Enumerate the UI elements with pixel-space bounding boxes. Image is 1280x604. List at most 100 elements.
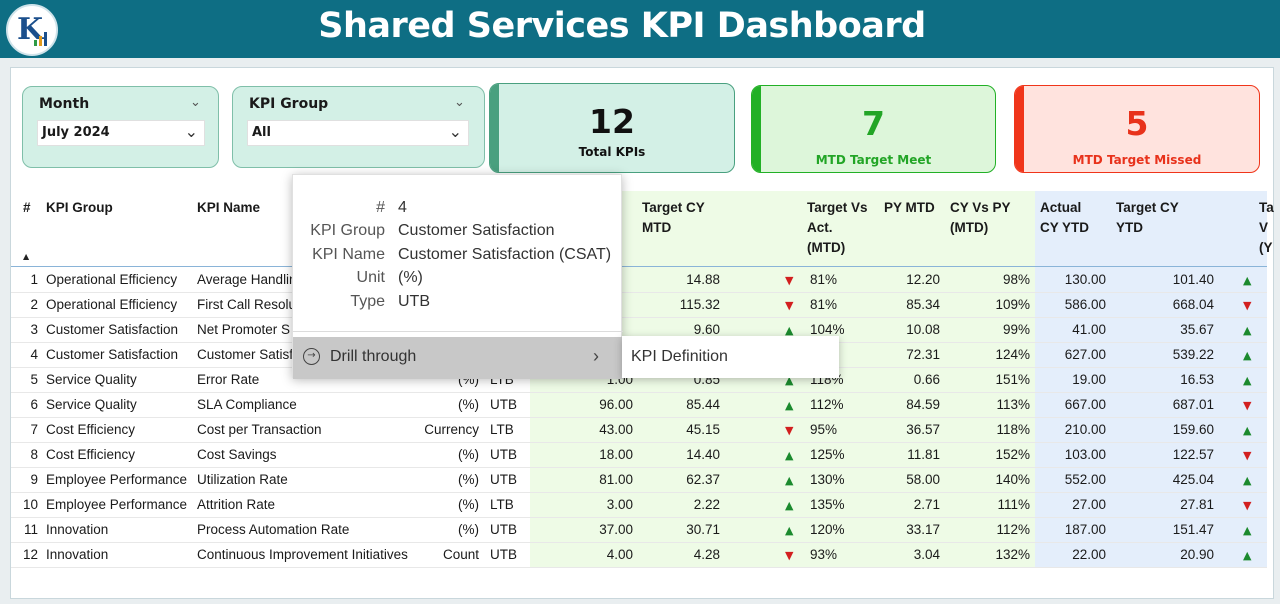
cell-target-ytd: 159.60 xyxy=(1172,422,1214,437)
table-row[interactable]: 9 Employee Performance Utilization Rate (%)… xyxy=(11,468,1267,493)
table-row[interactable]: 6 Service Quality SLA Compliance (%) UTB 96.0… xyxy=(11,393,1267,418)
cell-cy-vs-py-mtd: 124% xyxy=(995,347,1030,362)
cell-target-vs-act-mtd: 112% xyxy=(810,397,844,412)
header-line: PY MTD xyxy=(884,200,935,215)
cell-kpi-name: Cost Savings xyxy=(197,447,277,462)
cell-actual-mtd: 18.00 xyxy=(599,447,633,462)
cell-unit: (%) xyxy=(458,497,479,512)
cell-target-vs-act-mtd: 104% xyxy=(810,322,845,337)
cell-target-vs-act-mtd: 81% xyxy=(810,272,838,287)
kpi-group-dropdown[interactable]: All ⌄ xyxy=(247,120,469,146)
col-header-target-cy-mtd[interactable]: Target CY MTD xyxy=(642,198,705,238)
cell-type: UTB xyxy=(490,522,517,537)
cell-actual-ytd: 41.00 xyxy=(1072,322,1106,337)
cell-kpi-name: First Call Resolu xyxy=(197,297,297,312)
col-header-target-vs-act-ytd[interactable]: Ta V (Y xyxy=(1259,198,1274,258)
table-row[interactable]: 11 Innovation Process Automation Rate (%) UT… xyxy=(11,518,1267,543)
triangle-up-icon: ▲ xyxy=(785,524,794,537)
cell-num: 1 xyxy=(30,272,38,287)
cell-target-ytd: 20.90 xyxy=(1180,547,1214,562)
header-line: CY YTD xyxy=(1040,220,1090,235)
cell-target-mtd: 14.40 xyxy=(686,447,720,462)
mtd-target-meet-card: 7 MTD Target Meet xyxy=(751,85,996,173)
chevron-down-icon: ⌄ xyxy=(448,122,462,141)
cell-actual-ytd: 667.00 xyxy=(1064,397,1106,412)
cell-py-mtd: 0.66 xyxy=(913,372,940,387)
chevron-down-icon: ⌄ xyxy=(184,122,198,141)
header-line: Target CY xyxy=(642,200,705,215)
cell-kpi-group: Cost Efficiency xyxy=(46,422,136,437)
table-row[interactable]: 8 Cost Efficiency Cost Savings (%) UTB 18.00 1… xyxy=(11,443,1267,468)
cell-type: UTB xyxy=(490,447,517,462)
triangle-up-icon: ▲ xyxy=(1243,424,1252,437)
cell-num: 3 xyxy=(30,322,38,337)
table-row[interactable]: 10 Employee Performance Attrition Rate (%) L… xyxy=(11,493,1267,518)
cell-cy-vs-py-mtd: 109% xyxy=(995,297,1030,312)
col-header-target-cy-ytd[interactable]: Target CY YTD xyxy=(1116,198,1179,238)
cell-actual-mtd: 37.00 xyxy=(599,522,633,537)
month-slicer: Month ⌄ July 2024 ⌄ xyxy=(22,86,219,168)
cell-actual-mtd: 81.00 xyxy=(599,472,633,487)
cell-kpi-group: Cost Efficiency xyxy=(46,447,136,462)
table-row[interactable]: 1 Operational Efficiency Average Handlin 14… xyxy=(11,268,1267,293)
cell-target-mtd: 115.32 xyxy=(679,297,720,312)
cell-target-ytd: 122.57 xyxy=(1172,447,1214,462)
col-header-kpi-name[interactable]: KPI Name xyxy=(197,200,261,215)
header-line: (MTD) xyxy=(950,220,989,235)
tooltip-key: Type xyxy=(350,293,385,310)
kpi-definition-menu-item[interactable]: KPI Definition xyxy=(631,348,728,365)
month-dropdown[interactable]: July 2024 ⌄ xyxy=(37,120,205,146)
triangle-down-icon: ▼ xyxy=(785,274,794,287)
cell-cy-vs-py-mtd: 98% xyxy=(1002,272,1030,287)
header-line: (MTD) xyxy=(807,240,846,255)
tooltip-value: (%) xyxy=(398,269,423,286)
cell-num: 2 xyxy=(30,297,38,312)
col-header-py-mtd[interactable]: PY MTD xyxy=(884,198,935,218)
header-line: Ta xyxy=(1259,200,1274,215)
col-header-target-vs-act-mtd[interactable]: Target Vs Act. (MTD) xyxy=(807,198,868,258)
triangle-up-icon: ▲ xyxy=(785,374,794,387)
tooltip-key: Unit xyxy=(356,269,385,286)
kpi-logo-icon: K xyxy=(6,4,58,56)
table-row[interactable]: 7 Cost Efficiency Cost per Transaction Curr… xyxy=(11,418,1267,443)
mtd-target-missed-card: 5 MTD Target Missed xyxy=(1014,85,1260,173)
cell-kpi-group: Customer Satisfaction xyxy=(46,322,179,337)
table-row[interactable]: 2 Operational Efficiency First Call Resolu… xyxy=(11,293,1267,318)
cell-num: 9 xyxy=(30,472,38,487)
cell-num: 4 xyxy=(30,347,38,362)
triangle-down-icon: ▼ xyxy=(1243,399,1252,412)
header-line: Actual xyxy=(1040,200,1082,215)
cell-type: UTB xyxy=(490,547,517,562)
cell-target-ytd: 539.22 xyxy=(1172,347,1214,362)
total-kpis-card: 12 Total KPIs xyxy=(489,83,735,173)
cell-actual-mtd: 4.00 xyxy=(606,547,633,562)
cell-py-mtd: 58.00 xyxy=(906,472,940,487)
mtd-target-missed-caption: MTD Target Missed xyxy=(1072,153,1202,167)
col-header-kpi-group[interactable]: KPI Group xyxy=(46,200,113,215)
chevron-down-icon[interactable]: ⌄ xyxy=(454,95,465,110)
cell-num: 11 xyxy=(23,522,38,537)
chevron-down-icon[interactable]: ⌄ xyxy=(190,95,201,110)
cell-actual-ytd: 22.00 xyxy=(1072,547,1106,562)
sort-ascending-icon[interactable]: ▲ xyxy=(23,252,30,261)
triangle-up-icon: ▲ xyxy=(785,499,794,512)
cell-target-ytd: 425.04 xyxy=(1172,472,1214,487)
cell-kpi-name: Error Rate xyxy=(197,372,260,387)
table-row[interactable]: 12 Innovation Continuous Improvement Initi… xyxy=(11,543,1267,568)
cell-unit: (%) xyxy=(458,447,479,462)
cell-kpi-name: SLA Compliance xyxy=(197,397,297,412)
triangle-up-icon: ▲ xyxy=(785,449,794,462)
cell-py-mtd: 85.34 xyxy=(906,297,940,312)
tooltip-value: Customer Satisfaction xyxy=(398,222,555,239)
cell-kpi-name: Customer Satisf xyxy=(197,347,294,362)
cell-kpi-group: Operational Efficiency xyxy=(46,297,178,312)
col-header-num[interactable]: # xyxy=(23,200,31,215)
cell-py-mtd: 11.81 xyxy=(907,447,940,462)
ytd-column-band xyxy=(1035,191,1267,568)
col-header-cy-vs-py-mtd[interactable]: CY Vs PY (MTD) xyxy=(950,198,1011,238)
triangle-up-icon: ▲ xyxy=(785,399,794,412)
drill-through-menu-item[interactable]: → Drill through › xyxy=(293,337,623,379)
col-header-actual-cy-ytd[interactable]: Actual CY YTD xyxy=(1040,198,1089,238)
cell-target-ytd: 687.01 xyxy=(1172,397,1214,412)
tooltip-key: # xyxy=(376,199,385,216)
